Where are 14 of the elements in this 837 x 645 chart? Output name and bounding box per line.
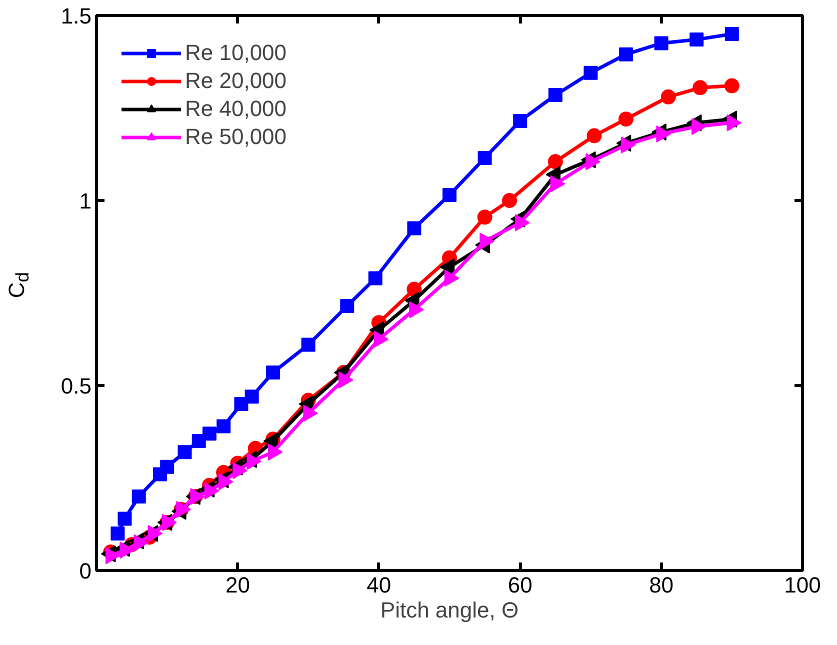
legend-label: Re 40,000 (185, 96, 287, 122)
legend-label: Re 10,000 (185, 40, 287, 66)
x-axis-title: Pitch angle, Θ (380, 598, 519, 622)
x-tick-label: 20 (225, 572, 250, 598)
y-tick-label: 1 (79, 188, 92, 214)
x-tick-label: 80 (649, 572, 674, 598)
x-tick-label: 40 (366, 572, 392, 598)
y-tick-label: 0.5 (60, 374, 92, 398)
legend-label: Re 20,000 (185, 68, 287, 94)
x-tick-label: 100 (784, 572, 821, 598)
legend-label: Re 50,000 (185, 124, 287, 150)
y-tick-label: 1.5 (60, 4, 92, 28)
y-tick-label: 0 (79, 558, 92, 584)
x-tick-label: 60 (508, 572, 532, 598)
